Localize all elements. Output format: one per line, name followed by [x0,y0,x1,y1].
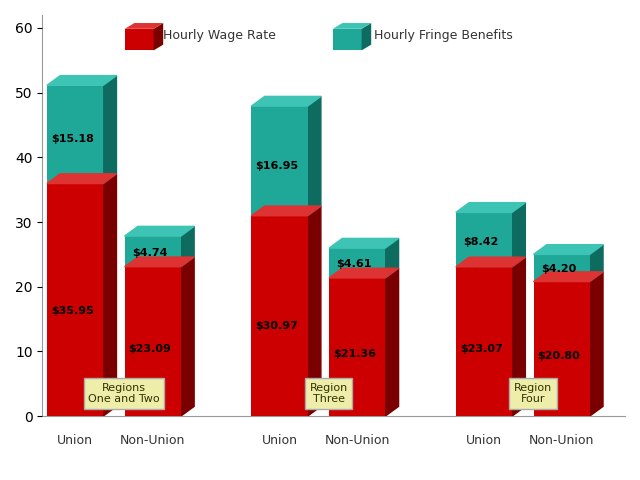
Text: Non-Union: Non-Union [120,434,186,447]
Text: Hourly Wage Rate: Hourly Wage Rate [163,29,276,43]
Polygon shape [456,203,525,212]
Polygon shape [181,227,194,267]
Text: Non-Union: Non-Union [324,434,390,447]
Text: Union: Union [262,434,298,447]
Text: $4.61: $4.61 [337,260,372,269]
Polygon shape [103,76,116,183]
Polygon shape [385,268,399,416]
Text: $23.07: $23.07 [460,344,502,354]
Bar [329,248,385,278]
Polygon shape [329,268,399,278]
Bar [534,254,589,282]
Bar [47,85,103,183]
Bar [456,267,512,416]
Bar [125,267,181,416]
Text: Non-Union: Non-Union [529,434,595,447]
Text: $23.09: $23.09 [129,344,172,354]
Bar [329,278,385,416]
Polygon shape [385,239,399,278]
Text: $4.20: $4.20 [541,264,577,274]
Text: Hourly Fringe Benefits: Hourly Fringe Benefits [374,29,513,43]
Polygon shape [308,206,321,416]
Polygon shape [252,96,321,106]
Polygon shape [47,76,116,85]
Text: $30.97: $30.97 [255,321,298,331]
Polygon shape [512,257,525,416]
Text: $16.95: $16.95 [255,161,298,171]
Polygon shape [456,257,525,267]
Text: Region
Four: Region Four [514,383,552,404]
Polygon shape [103,174,116,416]
Polygon shape [125,257,194,267]
Bar [252,216,308,416]
Text: Union: Union [466,434,502,447]
Polygon shape [125,227,194,236]
Polygon shape [47,174,116,183]
Text: $21.36: $21.36 [333,349,376,359]
Polygon shape [589,272,603,416]
Text: Union: Union [57,434,93,447]
Text: Regions
One and Two: Regions One and Two [88,383,160,404]
Polygon shape [589,245,603,282]
Bar [252,106,308,216]
Polygon shape [512,203,525,267]
Text: Region
Three: Region Three [309,383,348,404]
Bar [534,282,589,416]
Bar [47,183,103,416]
Bar [125,236,181,267]
Polygon shape [534,272,603,282]
Text: $15.18: $15.18 [51,134,93,144]
Text: $35.95: $35.95 [51,306,93,316]
Polygon shape [181,257,194,416]
Bar [456,212,512,267]
Text: $20.80: $20.80 [538,350,580,360]
Polygon shape [252,206,321,216]
Polygon shape [534,245,603,254]
Text: $8.42: $8.42 [463,237,499,247]
Polygon shape [308,96,321,216]
Polygon shape [329,239,399,248]
Text: $4.74: $4.74 [132,248,168,258]
